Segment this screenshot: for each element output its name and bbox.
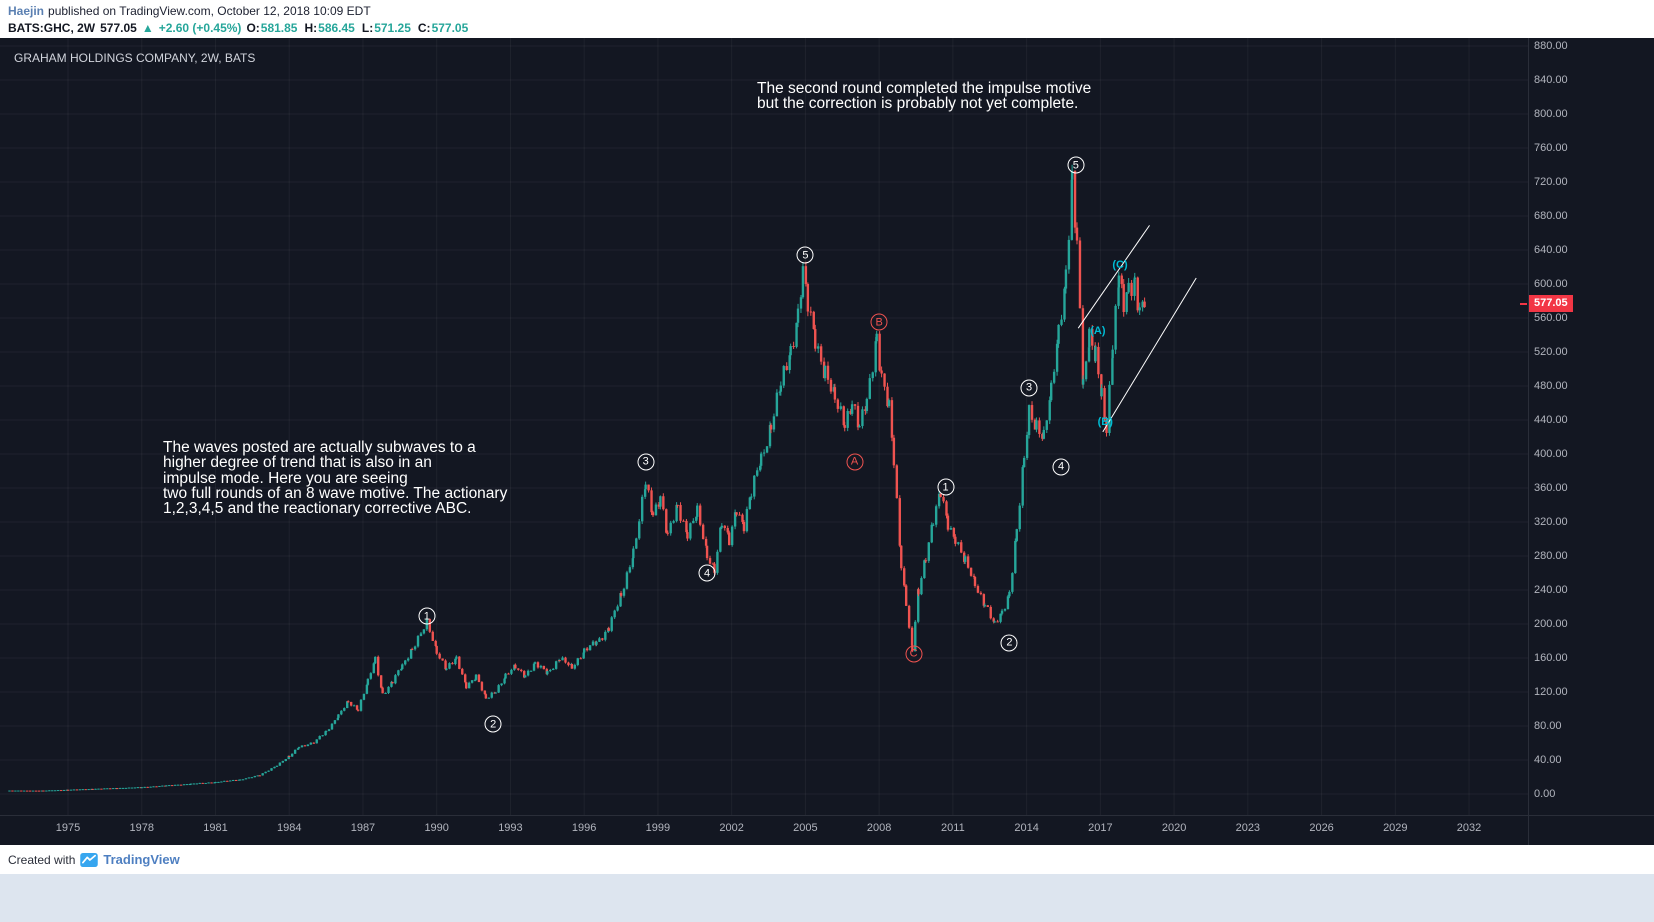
ohlc-value: 571.25	[374, 21, 411, 35]
price-change: +2.60 (+0.45%)	[158, 21, 242, 35]
time-axis-label: 1987	[350, 822, 376, 834]
price-axis-label: 160.00	[1534, 652, 1568, 664]
price-axis-label: 760.00	[1534, 142, 1568, 154]
wave-label-c[interactable]: (C)	[1112, 259, 1128, 272]
grid-layer	[0, 38, 1528, 815]
ohlc-label: C:	[417, 21, 431, 35]
wave-label-b[interactable]: B	[870, 313, 888, 331]
price-axis-label: 360.00	[1534, 482, 1568, 494]
wave-label-b[interactable]: (B)	[1097, 415, 1113, 428]
time-axis-label: 2014	[1014, 822, 1039, 834]
publish-line: Haejin published on TradingView.com, Octo…	[8, 3, 1654, 20]
tradingview-link[interactable]: TradingView	[103, 852, 180, 867]
wave-label-1[interactable]: 1	[418, 607, 436, 625]
price-axis-label: 0.00	[1534, 788, 1556, 800]
wave-label-a[interactable]: A	[846, 453, 864, 471]
last-price-tick	[1520, 302, 1527, 305]
time-axis-label: 2032	[1456, 822, 1482, 834]
price-axis-label: 80.00	[1534, 720, 1562, 732]
wave-label-5[interactable]: 5	[796, 246, 814, 264]
price-axis-label: 840.00	[1534, 74, 1568, 86]
time-axis-label: 2002	[719, 822, 744, 834]
publish-text: published on TradingView.com, October 12…	[48, 4, 371, 18]
time-axis-label: 1999	[645, 822, 671, 834]
ohlc-values: O:581.85 H:586.45 L:571.25 C:577.05	[246, 21, 475, 35]
symbol-name: BATS:GHC, 2W	[8, 21, 96, 35]
last-price: 577.05	[100, 21, 137, 35]
time-axis-label: 1984	[276, 822, 302, 834]
time-axis-label: 2017	[1088, 822, 1113, 834]
wave-label-4[interactable]: 4	[698, 564, 716, 582]
time-axis-label: 1993	[498, 822, 523, 834]
ohlc-value: 581.85	[260, 21, 298, 35]
ohlc-label: O:	[246, 21, 260, 35]
price-axis-label: 200.00	[1534, 618, 1568, 630]
time-axis-label: 2020	[1161, 822, 1187, 834]
time-axis-label: 1996	[571, 822, 597, 834]
created-with-text: Created with	[8, 852, 76, 867]
time-axis-label: 2029	[1383, 822, 1408, 834]
wave-label-c[interactable]: C	[905, 645, 923, 663]
time-axis-label: 2008	[866, 822, 892, 834]
price-axis-label: 400.00	[1534, 448, 1568, 460]
time-axis-label: 2011	[941, 822, 965, 834]
annotation-subwave-note[interactable]: The waves posted are actually subwaves t…	[163, 439, 508, 518]
wave-label-2[interactable]: 2	[484, 715, 502, 733]
price-axis-label: 600.00	[1534, 278, 1568, 290]
change-arrow-icon: ▲	[141, 21, 154, 35]
wave-label-4[interactable]: 4	[1052, 458, 1070, 476]
tradingview-logo-icon	[80, 852, 99, 867]
price-axis-label: 440.00	[1534, 414, 1568, 426]
chart-legend[interactable]: GRAHAM HOLDINGS COMPANY, 2W, BATS	[14, 51, 256, 65]
candles-layer[interactable]	[8, 164, 1146, 792]
wave-label-1[interactable]: 1	[937, 478, 954, 496]
ohlc-label: L:	[361, 21, 374, 35]
price-axis-label: 560.00	[1534, 312, 1568, 324]
annotation-impulse-note[interactable]: The second round completed the impulse m…	[757, 80, 1092, 113]
time-axis-label: 1981	[203, 822, 228, 834]
price-axis-label: 240.00	[1534, 584, 1568, 596]
ohlc-value: 586.45	[318, 21, 355, 35]
time-axis-label: 1975	[55, 822, 81, 834]
time-axis-label: 2026	[1309, 822, 1334, 834]
wave-label-2[interactable]: 2	[1000, 634, 1018, 652]
chart-background	[0, 38, 1654, 845]
price-axis-label: 800.00	[1534, 108, 1568, 120]
wave-label-5[interactable]: 5	[1067, 156, 1085, 174]
price-axis-label: 120.00	[1534, 686, 1568, 698]
publish-header: Haejin published on TradingView.com, Octo…	[0, 0, 1654, 38]
last-price-tag: 577.05	[1529, 294, 1573, 312]
price-axis-label: 680.00	[1534, 210, 1568, 222]
price-axis-label: 520.00	[1534, 346, 1568, 358]
wave-label-a[interactable]: (A)	[1090, 324, 1106, 337]
time-axis-label: 1990	[424, 822, 449, 834]
time-axis-label: 2023	[1235, 822, 1261, 834]
price-axis-label: 720.00	[1534, 176, 1568, 188]
ohlc-label: H:	[304, 21, 318, 35]
bottom-strip	[0, 874, 1654, 922]
price-axis-label: 40.00	[1534, 754, 1562, 766]
price-axis-label: 880.00	[1534, 40, 1568, 52]
price-axis-label: 320.00	[1534, 516, 1568, 528]
price-axis-label: 280.00	[1534, 550, 1568, 562]
time-axis-label: 2005	[793, 822, 818, 834]
time-axis-label: 1978	[129, 822, 154, 834]
wave-label-3[interactable]: 3	[637, 453, 655, 471]
price-axis-label: 480.00	[1534, 380, 1568, 392]
price-axis-label: 640.00	[1534, 244, 1568, 256]
symbol-line: BATS:GHC, 2W 577.05 ▲ +2.60 (+0.45%) O:581.8…	[8, 20, 1654, 37]
author-link[interactable]: Haejin	[8, 4, 45, 18]
ohlc-value: 577.05	[431, 21, 469, 35]
trend-channel[interactable]	[1077, 225, 1197, 433]
attribution-footer: Created with TradingView	[0, 845, 1654, 874]
wave-label-3[interactable]: 3	[1020, 379, 1038, 397]
